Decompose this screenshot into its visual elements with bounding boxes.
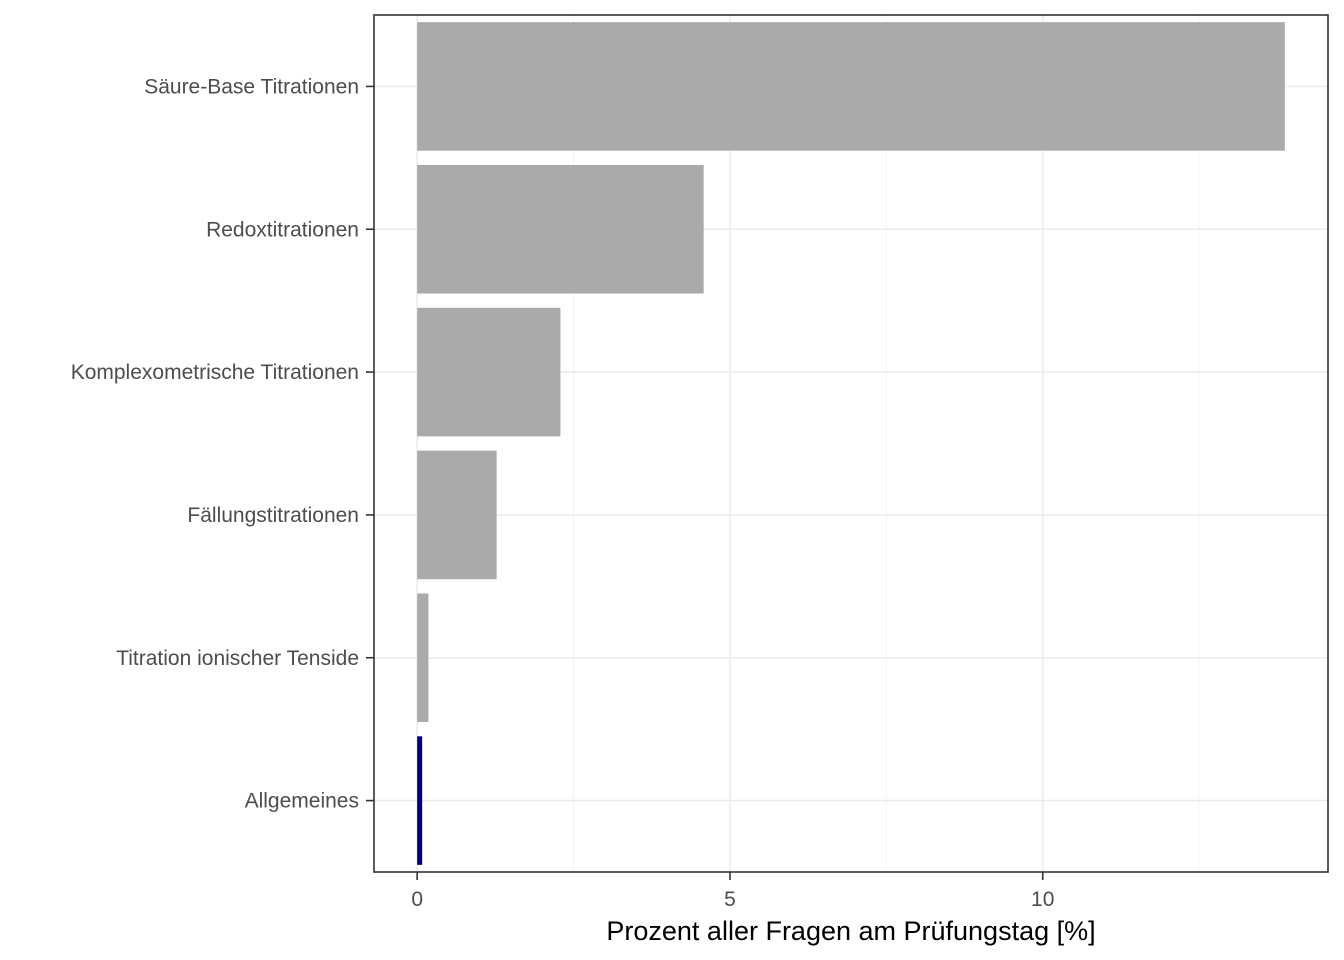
bar (417, 736, 423, 865)
bars (417, 22, 1285, 865)
y-tick-label: Allgemeines (245, 790, 359, 813)
x-tick-label: 0 (411, 888, 423, 911)
bar (417, 307, 561, 437)
bar (417, 22, 1285, 151)
bar (417, 450, 497, 580)
y-axis: Säure-Base Titrationen Redoxtitrationen Ko… (71, 75, 374, 813)
panel-border (373, 14, 1329, 873)
y-tick-label: Titration ionischer Tenside (116, 647, 359, 670)
y-tick-label: Säure-Base Titrationen (144, 75, 359, 98)
bar (417, 164, 704, 294)
panel-background (374, 15, 1328, 872)
y-tick-label: Redoxtitrationen (206, 218, 359, 241)
x-axis: 0 5 10 (411, 872, 1054, 911)
y-tick-label: Komplexometrische Titrationen (71, 361, 359, 384)
x-axis-title: Prozent aller Fragen am Prüfungstag [%] (606, 916, 1095, 946)
bar (417, 593, 429, 723)
y-tick-label: Fällungstitrationen (187, 504, 359, 527)
x-tick-label: 10 (1031, 888, 1054, 911)
grid-lines (374, 15, 1328, 872)
x-tick-label: 5 (724, 888, 736, 911)
